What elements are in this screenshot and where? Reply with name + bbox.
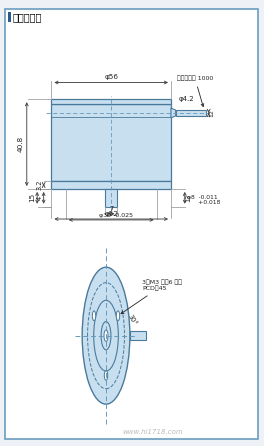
FancyBboxPatch shape [130, 331, 146, 340]
FancyBboxPatch shape [51, 181, 171, 189]
Ellipse shape [101, 322, 111, 350]
FancyBboxPatch shape [8, 12, 11, 22]
Ellipse shape [92, 311, 96, 321]
Polygon shape [171, 108, 176, 118]
Text: 3－M3 深さ6 等配
PCD＝45: 3－M3 深さ6 等配 PCD＝45 [121, 279, 182, 314]
FancyBboxPatch shape [105, 189, 117, 206]
Text: 4: 4 [37, 196, 43, 200]
Text: 7: 7 [109, 206, 113, 212]
Text: φ56: φ56 [104, 74, 118, 80]
Text: 15: 15 [30, 193, 35, 202]
FancyBboxPatch shape [51, 104, 171, 181]
Text: 3.2: 3.2 [37, 180, 43, 190]
Text: φ8  -0.011
      +0.018: φ8 -0.011 +0.018 [187, 194, 220, 205]
Ellipse shape [94, 300, 118, 371]
FancyBboxPatch shape [5, 9, 258, 439]
Text: 30°: 30° [127, 314, 138, 327]
Text: 外形寸法図: 外形寸法図 [13, 12, 42, 22]
Text: 40.8: 40.8 [18, 136, 24, 152]
Text: ケーブル長 1000: ケーブル長 1000 [177, 76, 213, 107]
Text: 12: 12 [210, 109, 215, 117]
Text: φ4.2: φ4.2 [178, 96, 194, 102]
Ellipse shape [104, 371, 108, 380]
Ellipse shape [82, 267, 130, 404]
Ellipse shape [104, 330, 108, 341]
Ellipse shape [116, 311, 120, 321]
Text: φ30 -0.025: φ30 -0.025 [99, 213, 133, 218]
Text: www.hi1718.com: www.hi1718.com [122, 429, 183, 434]
Text: 13: 13 [185, 194, 191, 202]
Text: φ52: φ52 [104, 211, 118, 217]
FancyBboxPatch shape [176, 110, 206, 116]
FancyBboxPatch shape [51, 99, 171, 104]
